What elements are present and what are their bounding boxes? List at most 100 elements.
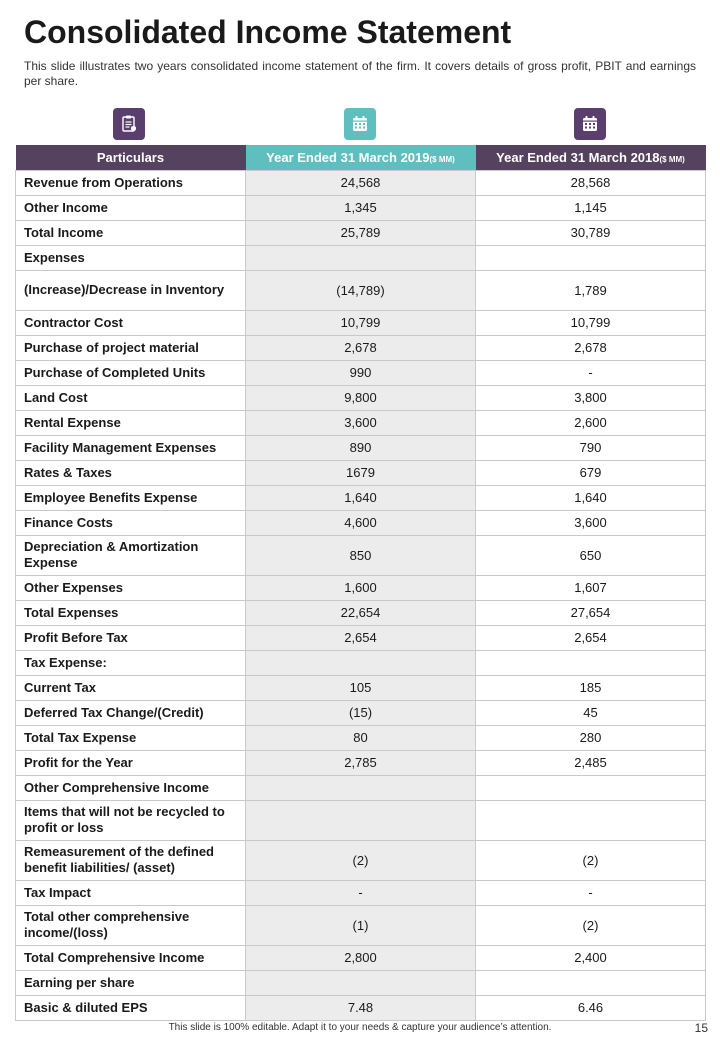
value-2018: 1,607 [475, 574, 706, 601]
value-2018: 45 [475, 699, 706, 726]
value-2018: 2,600 [475, 409, 706, 436]
table-row: Land Cost 9,800 3,800 [15, 384, 706, 411]
value-2018: 650 [475, 534, 706, 576]
row-label: Finance Costs [15, 509, 246, 536]
row-label: Other Expenses [15, 574, 246, 601]
row-label: Tax Impact [15, 879, 246, 906]
table-row: Facility Management Expenses 890 790 [15, 434, 706, 461]
value-2019: 25,789 [245, 219, 476, 246]
calendar-icon [583, 116, 597, 131]
row-label: Contractor Cost [15, 309, 246, 336]
header-year-2018-label: Year Ended 31 March 2018 [496, 149, 660, 165]
value-2018: (2) [475, 839, 706, 881]
table-row: Rates & Taxes 1679 679 [15, 459, 706, 486]
value-2018: 6.46 [475, 994, 706, 1021]
value-2018: 10,799 [475, 309, 706, 336]
value-2019: 4,600 [245, 509, 476, 536]
table-row: Deferred Tax Change/(Credit) (15) 45 [15, 699, 706, 726]
value-2018: 3,800 [475, 384, 706, 411]
value-2019 [245, 799, 476, 841]
value-2019: 105 [245, 674, 476, 701]
value-2018: 2,678 [475, 334, 706, 361]
income-statement-table: Particulars Year Ended 31 March 2019($ M… [15, 145, 706, 1021]
value-2018: 1,789 [475, 269, 706, 311]
row-label: Land Cost [15, 384, 246, 411]
value-2019: (15) [245, 699, 476, 726]
row-label: Other Income [15, 194, 246, 221]
table-row: Total Expenses 22,654 27,654 [15, 599, 706, 626]
header-particulars: Particulars [15, 145, 246, 170]
value-2019 [245, 969, 476, 996]
value-2018 [475, 244, 706, 271]
row-label: Rental Expense [15, 409, 246, 436]
value-2018: 27,654 [475, 599, 706, 626]
year-2018-icon-box [574, 108, 606, 140]
table-row: Finance Costs 4,600 3,600 [15, 509, 706, 536]
particulars-icon-box [113, 108, 145, 140]
row-label: Items that will not be recycled to profi… [15, 799, 246, 841]
value-2019 [245, 649, 476, 676]
row-label: Total Expenses [15, 599, 246, 626]
value-2019: 1,640 [245, 484, 476, 511]
table-row: Other Expenses 1,600 1,607 [15, 574, 706, 601]
value-2018: 30,789 [475, 219, 706, 246]
table-row: Total Tax Expense 80 280 [15, 724, 706, 751]
value-2019: - [245, 879, 476, 906]
value-2019: 80 [245, 724, 476, 751]
row-label: Employee Benefits Expense [15, 484, 246, 511]
value-2018: - [475, 359, 706, 386]
table-row: Expenses [15, 244, 706, 271]
value-2018 [475, 969, 706, 996]
header-year-2019-label: Year Ended 31 March 2019 [266, 149, 430, 165]
value-2018: (2) [475, 904, 706, 946]
value-2018: 790 [475, 434, 706, 461]
row-label: Purchase of Completed Units [15, 359, 246, 386]
row-label: Profit for the Year [15, 749, 246, 776]
value-2018: 3,600 [475, 509, 706, 536]
table-row: Purchase of Completed Units 990- [15, 359, 706, 386]
table-row: Basic & diluted EPS 7.48 6.46 [15, 994, 706, 1021]
value-2018 [475, 649, 706, 676]
value-2018: 2,485 [475, 749, 706, 776]
row-label: Total other comprehensive income/(loss) [15, 904, 246, 946]
table-row: Purchase of project material 2,678 2,678 [15, 334, 706, 361]
value-2019: 24,568 [245, 169, 476, 196]
value-2019: (14,789) [245, 269, 476, 311]
value-2018: 28,568 [475, 169, 706, 196]
table-row: Total other comprehensive income/(loss) (… [15, 904, 706, 946]
value-2018: 280 [475, 724, 706, 751]
row-label: Facility Management Expenses [15, 434, 246, 461]
row-label: Purchase of project material [15, 334, 246, 361]
table-row: Tax Impact - - [15, 879, 706, 906]
value-2018: 185 [475, 674, 706, 701]
row-label: Total Tax Expense [15, 724, 246, 751]
table-row: Profit for the Year 2,785 2,485 [15, 749, 706, 776]
row-label: Tax Expense: [15, 649, 246, 676]
value-2019: 3,600 [245, 409, 476, 436]
value-2019: 850 [245, 534, 476, 576]
value-2019 [245, 774, 476, 801]
value-2019: 2,654 [245, 624, 476, 651]
row-label: Remeasurement of the defined benefit lia… [15, 839, 246, 881]
value-2018 [475, 774, 706, 801]
row-label: Total Comprehensive Income [15, 944, 246, 971]
row-label: Other Comprehensive Income [15, 774, 246, 801]
value-2018: 1,145 [475, 194, 706, 221]
row-label: Total Income [15, 219, 246, 246]
table-row: Rental Expense 3,600 2,600 [15, 409, 706, 436]
table-row: Total Comprehensive Income 2,800 2,400 [15, 944, 706, 971]
header-year-2019: Year Ended 31 March 2019($ MM) [245, 145, 476, 170]
calendar-icon [353, 116, 367, 131]
value-2018: 2,654 [475, 624, 706, 651]
table-row: Items that will not be recycled to profi… [15, 799, 706, 841]
header-year-2018: Year Ended 31 March 2018($ MM) [475, 145, 706, 170]
page-subtitle: This slide illustrates two years consoli… [24, 59, 696, 88]
table-row: Depreciation & Amortization Expense 850 65… [15, 534, 706, 576]
table-row: Total Income 25,789 30,789 [15, 219, 706, 246]
table-row: Other Income 1,345 1,145 [15, 194, 706, 221]
value-2018 [475, 799, 706, 841]
row-label: Revenue from Operations [15, 169, 246, 196]
value-2019: 1679 [245, 459, 476, 486]
value-2018: - [475, 879, 706, 906]
row-label: Earning per share [15, 969, 246, 996]
